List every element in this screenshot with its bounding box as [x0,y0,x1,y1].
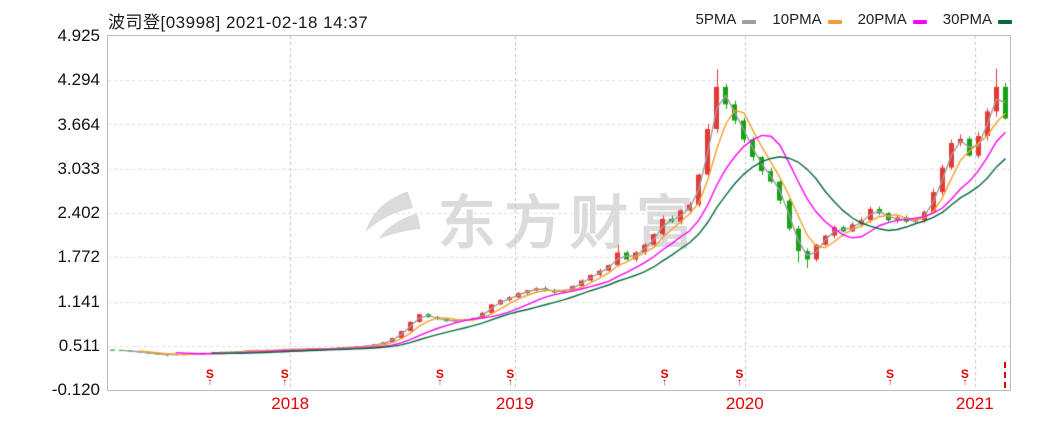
x-axis-year-label: 2019 [495,394,534,413]
y-axis-tick-label: 4.294 [57,70,100,90]
y-axis-tick-label: 3.664 [57,114,100,134]
legend-label: 5PMA [695,11,737,28]
y-axis-tick-label: 1.772 [57,247,100,267]
y-axis-tick-label: 3.033 [57,158,100,178]
chart-title: 波司登[03998] 2021-02-18 14:37 [108,13,369,32]
legend-item-5pma: 5PMA [696,11,773,28]
legend-color-swatch [912,20,927,24]
legend-color-swatch [742,20,757,24]
x-axis-year-label: 2020 [725,394,764,413]
legend-label: 10PMA [772,11,822,28]
x-axis-year-label: 2018 [271,394,310,413]
legend-color-swatch [998,20,1012,24]
legend-color-swatch [827,20,842,24]
y-axis-tick-label: 0.511 [58,335,100,355]
y-axis-tick-label: 2.402 [57,203,100,222]
x-axis-year-label: 2021 [955,394,994,413]
price-chart-canvas[interactable] [108,36,1010,390]
y-axis-tick-label: 1.141 [57,291,100,311]
legend-item-20pma: 20PMA [858,11,943,28]
y-axis-tick-label: -0.120 [51,380,100,399]
plot-area-border [107,35,1011,391]
ma-legend: 5PMA 10PMA 20PMA 30PMA [696,11,1012,28]
legend-item-10pma: 10PMA [772,11,857,28]
legend-item-30pma: 30PMA [943,11,1012,28]
legend-label: 20PMA [857,11,907,28]
y-axis-tick-label: 4.925 [57,26,100,45]
legend-label: 30PMA [942,11,992,28]
